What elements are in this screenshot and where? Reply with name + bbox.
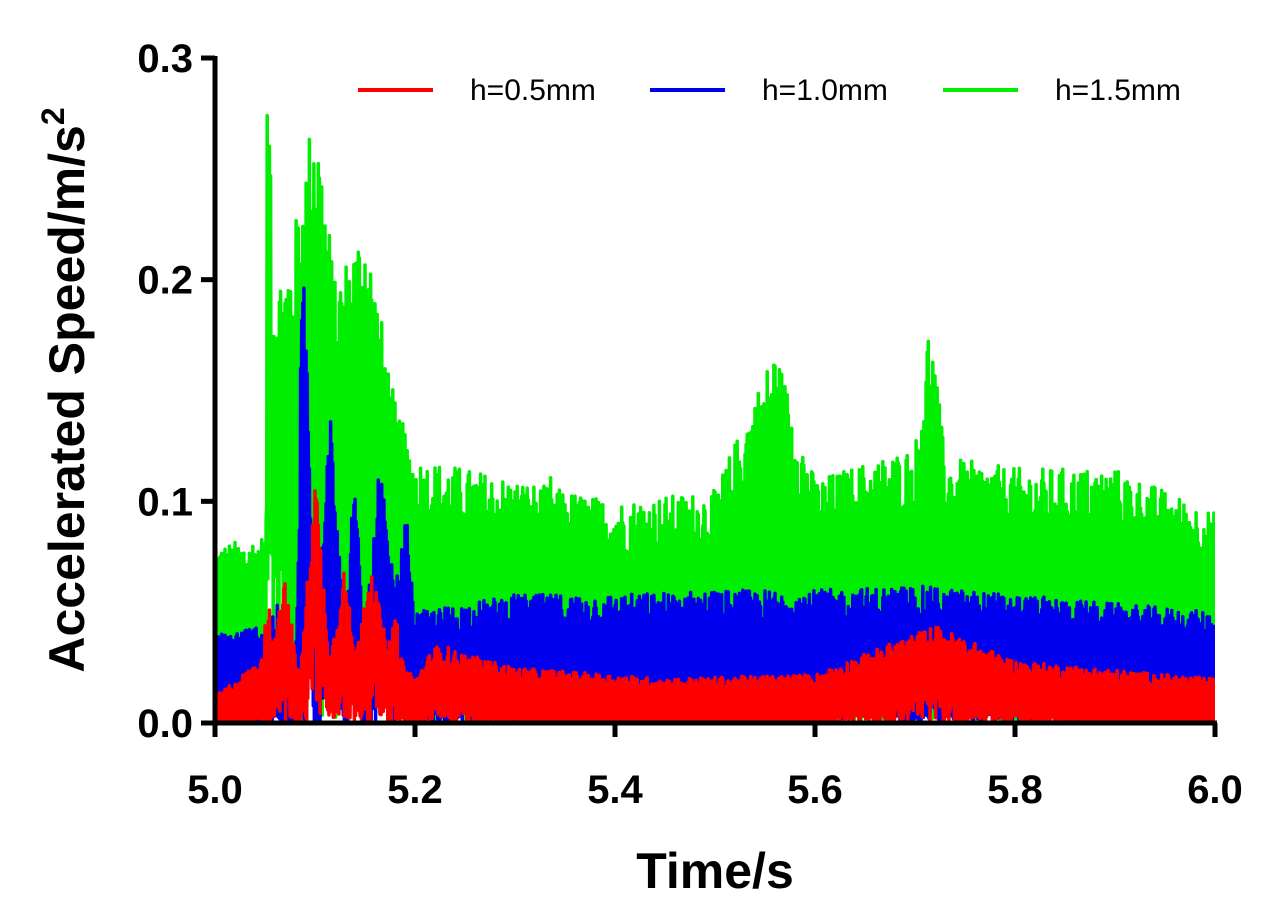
y-tick-label: 0.3 <box>137 37 193 81</box>
y-tick-label: 0.2 <box>137 259 193 303</box>
x-axis-title: Time/s <box>636 843 794 899</box>
y-axis-title-main: Accelerated Speed/m/s <box>39 125 95 673</box>
y-axis-title-superscript: 2 <box>35 107 71 125</box>
legend-label: h=1.5mm <box>1055 74 1181 107</box>
x-tick-label: 6.0 <box>1187 768 1243 812</box>
plot-area <box>215 113 1215 723</box>
series-line-h=1.0mm <box>215 286 1215 723</box>
legend-label: h=0.5mm <box>470 74 596 107</box>
x-tick-label: 5.2 <box>387 768 443 812</box>
legend: h=0.5mm h=1.0mm h=1.5mm <box>358 74 1181 107</box>
x-tick-label: 5.6 <box>787 768 843 812</box>
y-tick-label: 0.1 <box>137 480 193 524</box>
legend-label: h=1.0mm <box>762 74 888 107</box>
x-tick-label: 5.0 <box>187 768 243 812</box>
series-line-h=0.5mm <box>215 489 1215 723</box>
y-axis-title: Accelerated Speed/m/s2 <box>35 107 95 672</box>
x-tick-label: 5.8 <box>987 768 1043 812</box>
y-tick-label: 0.0 <box>137 702 193 746</box>
x-tick-label: 5.4 <box>587 768 643 812</box>
series-line-h=1.5mm <box>215 113 1215 723</box>
